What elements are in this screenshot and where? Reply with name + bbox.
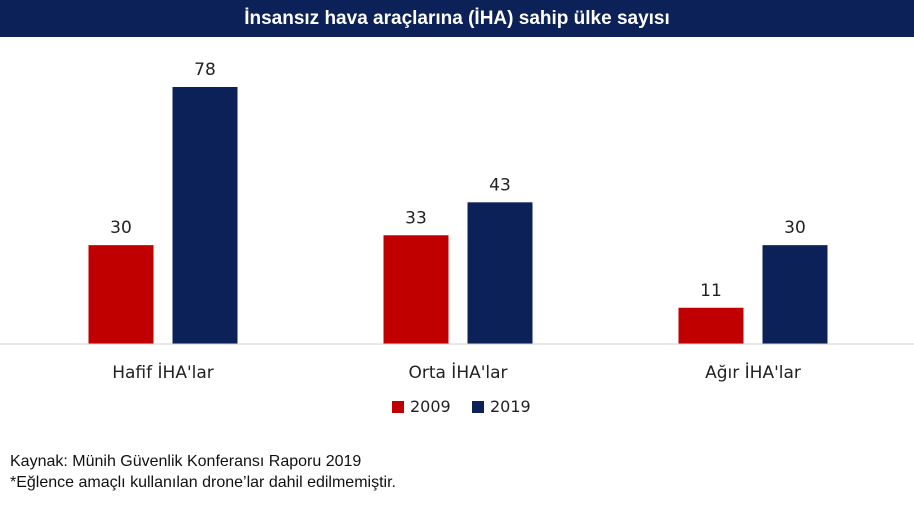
data-label-2009-0: 30 xyxy=(110,218,132,238)
bar-2009-0 xyxy=(88,245,154,344)
data-label-2009-2: 11 xyxy=(700,281,722,301)
legend-label-2019: 2019 xyxy=(490,397,531,416)
category-label-0: Hafif İHA'lar xyxy=(112,362,214,383)
data-label-2009-1: 33 xyxy=(405,208,427,228)
bar-2019-0 xyxy=(172,86,238,345)
legend: 2009 2019 xyxy=(392,397,531,416)
footnotes: Kaynak: Münih Güvenlik Konferansı Raporu… xyxy=(10,451,396,493)
bar-2019-2 xyxy=(762,245,828,344)
legend-swatch-2009 xyxy=(392,401,404,413)
category-labels-group: Hafif İHA'lar Orta İHA'lar Ağır İHA'lar xyxy=(112,362,801,383)
category-label-1: Orta İHA'lar xyxy=(408,362,507,383)
bars-group xyxy=(88,86,828,345)
legend-label-2009: 2009 xyxy=(410,397,451,416)
data-label-2019-2: 30 xyxy=(784,218,806,238)
bar-2019-1 xyxy=(467,202,533,344)
category-label-2: Ağır İHA'lar xyxy=(705,362,801,383)
bar-chart: 30 78 33 43 11 30 Hafif İHA'lar Orta İHA'lar Ağ… xyxy=(0,60,914,416)
legend-swatch-2019 xyxy=(472,401,484,413)
bar-2009-1 xyxy=(383,235,449,344)
source-note: Kaynak: Münih Güvenlik Konferansı Raporu… xyxy=(10,453,362,470)
data-labels-group: 30 78 33 43 11 30 xyxy=(110,60,806,301)
data-label-2019-0: 78 xyxy=(194,60,216,80)
data-label-2019-1: 43 xyxy=(489,175,511,195)
bar-2009-2 xyxy=(678,307,744,344)
chart-title: İnsansız hava araçlarına (İHA) sahip ülk… xyxy=(0,0,914,37)
exclusion-note: *Eğlence amaçlı kullanılan drone’lar dah… xyxy=(10,474,396,491)
